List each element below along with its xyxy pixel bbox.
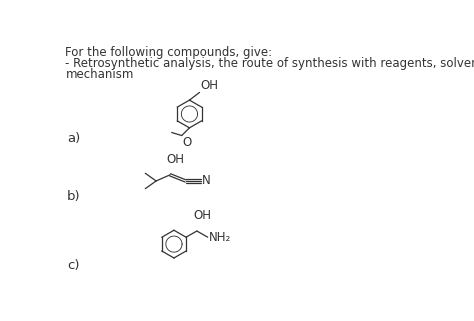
Text: b): b)	[67, 190, 81, 203]
Text: mechanism: mechanism	[65, 68, 134, 81]
Text: OH: OH	[166, 152, 184, 166]
Text: OH: OH	[193, 209, 211, 222]
Text: c): c)	[67, 259, 80, 272]
Text: OH: OH	[201, 79, 219, 92]
Text: N: N	[202, 175, 210, 187]
Text: O: O	[182, 136, 191, 149]
Text: For the following compounds, give:: For the following compounds, give:	[65, 46, 273, 59]
Text: NH₂: NH₂	[209, 231, 231, 244]
Text: a): a)	[67, 132, 80, 145]
Text: - Retrosynthetic analysis, the route of synthesis with reagents, solvents and al: - Retrosynthetic analysis, the route of …	[65, 57, 474, 70]
